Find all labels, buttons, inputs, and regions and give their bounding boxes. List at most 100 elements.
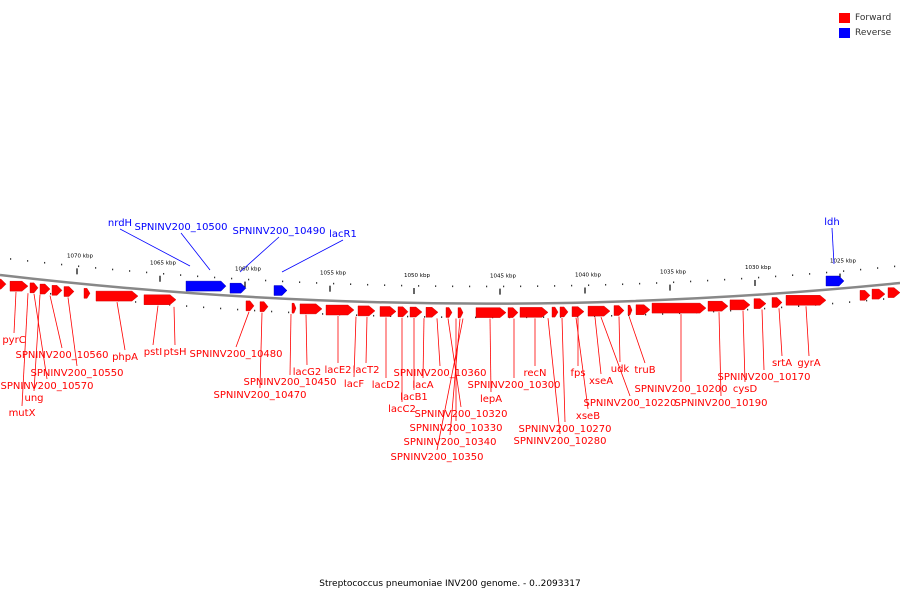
gene-label: gyrA: [797, 358, 820, 369]
forward-gene-arrow: [457, 307, 464, 318]
gene-callout-line: [239, 236, 280, 273]
axis-minor-tick: [163, 272, 165, 275]
gene-label: lacG2: [293, 367, 322, 378]
axis-minor-tick: [407, 315, 409, 318]
forward-gene-arrow: [635, 304, 651, 315]
forward-gene-arrow: [729, 299, 751, 311]
gene-callout-line: [13, 291, 17, 334]
gene-callout-line: [449, 318, 461, 436]
axis-minor-tick: [588, 284, 590, 287]
gene-label: pstI: [144, 347, 162, 358]
gene-label: SPNINV200_10300: [467, 380, 560, 391]
gene-callout-line: [33, 294, 41, 392]
axis-minor-tick: [316, 282, 318, 284]
axis-minor-tick: [367, 283, 369, 286]
reverse-gene-arrow: [185, 280, 227, 292]
gene-label: lacE2: [324, 365, 351, 376]
forward-gene-arrow: [445, 307, 453, 318]
axis-minor-tick: [622, 283, 624, 286]
gene-label: srtA: [772, 358, 792, 369]
gene-callout-line: [235, 311, 250, 348]
axis-minor-tick: [135, 301, 137, 303]
forward-gene-arrow: [771, 297, 783, 308]
gene-callout-line: [436, 318, 464, 451]
axis-minor-tick: [724, 278, 726, 281]
gene-label: truB: [634, 365, 655, 376]
axis-tick-label: 1060 kbp: [235, 267, 261, 273]
gene-label: SPNINV200_10470: [213, 390, 306, 401]
gene-label: udk: [611, 364, 630, 375]
forward-gene-arrow: [507, 307, 519, 318]
gene-callout-line: [259, 312, 263, 389]
forward-gene-arrow: [299, 303, 323, 315]
axis-minor-tick: [832, 302, 834, 305]
axis-minor-tick: [435, 285, 437, 287]
axis-minor-tick: [373, 314, 375, 317]
forward-gene-arrow: [39, 283, 51, 295]
forward-gene-arrow: [627, 304, 633, 316]
forward-gene-arrow: [425, 307, 439, 318]
gene-label: ung: [24, 393, 43, 404]
axis-minor-tick: [44, 261, 46, 264]
forward-gene-arrow: [357, 305, 376, 317]
legend: Forward Reverse: [839, 10, 891, 40]
gene-callout-line: [67, 297, 78, 367]
gene-callout-line: [436, 318, 441, 367]
gene-label: SPNINV200_10220: [583, 398, 676, 409]
forward-gene-arrow: [651, 302, 707, 314]
axis-minor-tick: [741, 277, 743, 280]
legend-forward-label: Forward: [855, 12, 892, 23]
axis-minor-tick: [10, 258, 12, 260]
forward-gene-arrow: [587, 305, 611, 317]
gene-callout-line: [21, 293, 29, 407]
axis-minor-tick: [197, 275, 199, 278]
axis-minor-tick: [543, 316, 545, 318]
forward-swatch: [839, 12, 850, 23]
forward-gene-arrow: [613, 305, 625, 316]
gene-label: lacB1: [400, 392, 428, 403]
axis-minor-tick: [248, 278, 250, 281]
gene-label: cysD: [733, 384, 758, 395]
forward-gene-arrow: [83, 288, 91, 299]
axis-minor-tick: [180, 274, 182, 276]
gene-callout-line: [33, 293, 48, 380]
axis-minor-tick: [798, 305, 800, 307]
axis-minor-tick: [350, 283, 352, 286]
gene-label: lacT2: [353, 365, 380, 376]
axis-minor-tick: [758, 276, 760, 279]
axis-minor-tick: [356, 314, 358, 317]
forward-gene-arrow: [519, 307, 549, 318]
gene-label: fps: [570, 368, 585, 379]
gene-features: [0, 275, 900, 318]
gene-label: phpA: [112, 352, 138, 363]
gene-label: SPNINV200_10360: [393, 368, 486, 379]
gene-callout-line: [778, 308, 783, 357]
axis-minor-tick: [781, 306, 783, 309]
gene-label: SPNINV200_10320: [414, 409, 507, 420]
gene-callout-line: [116, 302, 126, 351]
gene-label: SPNINV200_10450: [243, 377, 336, 388]
reverse-gene-arrow: [229, 282, 247, 294]
gene-callout-line: [761, 309, 765, 371]
gene-label: recN: [523, 368, 546, 379]
forward-gene-arrow: [291, 302, 297, 314]
gene-label: SPNINV200_10270: [518, 424, 611, 435]
gene-label: lacC2: [388, 404, 416, 415]
gene-label: SPNINV200_10490: [232, 226, 325, 237]
axis-minor-tick: [78, 265, 80, 268]
axis-minor-tick: [730, 309, 732, 312]
axis-minor-tick: [747, 308, 749, 311]
gene-label: lacD2: [372, 380, 400, 391]
gene-callout-line: [742, 310, 746, 383]
reverse-gene-arrow: [825, 275, 845, 287]
forward-gene-arrow: [397, 306, 409, 318]
gene-callout-line: [289, 314, 292, 376]
axis-minor-tick: [237, 308, 239, 311]
gene-callout-line: [831, 227, 835, 265]
gene-callout-line: [600, 316, 631, 397]
gene-label: SPNINV200_10190: [674, 398, 767, 409]
gene-callout-line: [489, 318, 492, 393]
gene-callout-line: [152, 305, 159, 346]
axis-tick-label: 1070 kbp: [67, 253, 93, 259]
